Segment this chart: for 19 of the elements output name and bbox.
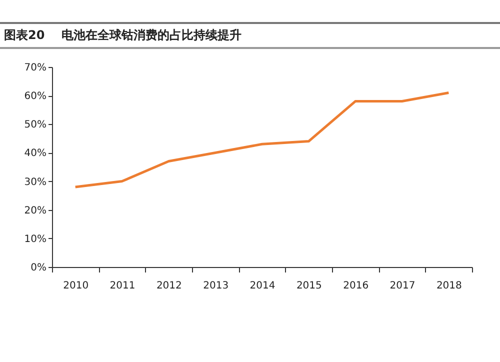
- x-tick-label: 2018: [436, 280, 462, 292]
- y-tick-label: 0%: [30, 262, 46, 274]
- y-tick-label: 40%: [24, 148, 46, 160]
- x-tick-label: 2016: [343, 280, 369, 292]
- x-tick-label: 2013: [203, 280, 229, 292]
- line-series: [74, 91, 450, 188]
- x-tick-label: 2017: [390, 280, 416, 292]
- y-tick-label: 20%: [24, 205, 46, 216]
- y-tick-label: 30%: [24, 176, 46, 188]
- x-tick-label: 2014: [250, 280, 276, 292]
- x-tick-label: 2010: [63, 280, 89, 292]
- chart-title: 图表20 电池在全球钴消费的占比持续提升: [0, 22, 500, 49]
- y-tick-label: 70%: [24, 62, 46, 74]
- y-tick-label: 60%: [24, 91, 46, 102]
- y-tick-label: 10%: [24, 234, 46, 245]
- x-tick-label: 2015: [296, 280, 322, 292]
- x-tick-label: 2011: [110, 280, 136, 292]
- y-tick-label: 50%: [24, 120, 46, 131]
- x-tick-label: 2012: [156, 280, 182, 292]
